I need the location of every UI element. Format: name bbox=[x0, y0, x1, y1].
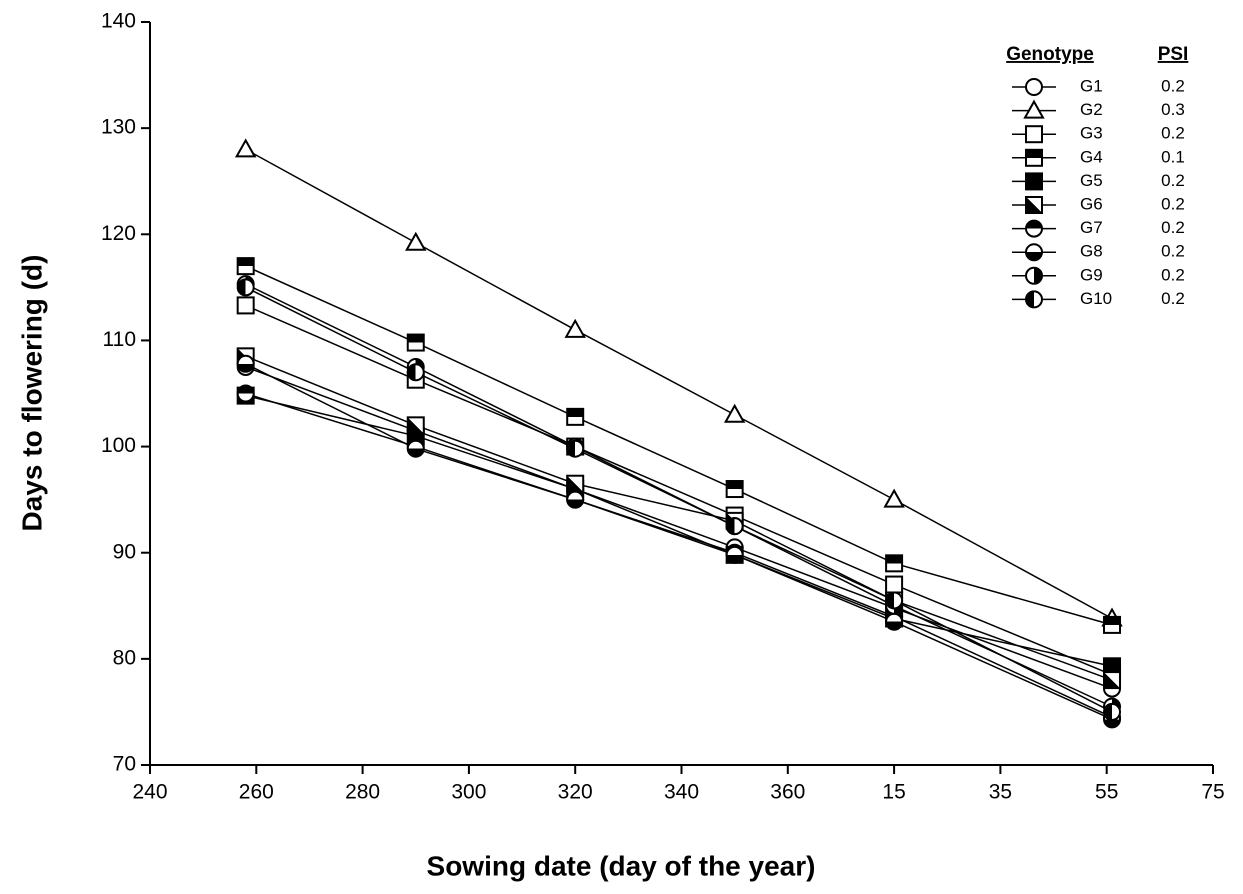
legend-marker bbox=[1025, 219, 1043, 238]
legend-marker bbox=[1025, 78, 1043, 96]
legend-value: 0.2 bbox=[1161, 76, 1185, 95]
marker bbox=[725, 480, 744, 499]
legend-value: 0.2 bbox=[1161, 194, 1185, 213]
series-line bbox=[245, 392, 1113, 718]
legend-label: G6 bbox=[1080, 194, 1103, 213]
series-line bbox=[245, 265, 1113, 626]
legend-title: Genotype bbox=[1006, 44, 1094, 65]
legend-marker bbox=[1025, 148, 1043, 167]
legend-marker bbox=[1025, 172, 1043, 191]
series-line bbox=[245, 283, 1113, 708]
x-tick-label: 300 bbox=[451, 781, 486, 804]
series-line bbox=[245, 148, 1113, 620]
marker bbox=[566, 474, 585, 493]
legend-value: 0.1 bbox=[1161, 147, 1185, 166]
series-line bbox=[245, 286, 1113, 713]
legend-label: G10 bbox=[1080, 289, 1112, 308]
legend-label: G1 bbox=[1080, 76, 1103, 95]
marker bbox=[406, 333, 425, 352]
marker bbox=[406, 363, 425, 382]
x-tick-label: 15 bbox=[882, 781, 905, 804]
marker bbox=[885, 575, 904, 594]
marker bbox=[1103, 702, 1122, 721]
marker bbox=[234, 138, 257, 158]
x-tick-label: 360 bbox=[770, 781, 805, 804]
x-tick-label: 280 bbox=[345, 781, 380, 804]
x-axis-title: Sowing date (day of the year) bbox=[427, 850, 816, 881]
y-tick-label: 140 bbox=[101, 10, 136, 33]
marker bbox=[883, 488, 905, 508]
series-line bbox=[245, 363, 1113, 721]
y-axis-title: Days to flowering (d) bbox=[16, 255, 47, 532]
marker bbox=[406, 416, 425, 435]
marker bbox=[236, 384, 255, 403]
series-line bbox=[245, 366, 1113, 690]
marker bbox=[725, 517, 744, 536]
legend-value: 0.3 bbox=[1161, 100, 1185, 119]
x-tick-label: 35 bbox=[989, 781, 1012, 804]
legend-marker bbox=[1025, 125, 1043, 144]
y-tick-label: 70 bbox=[113, 753, 136, 776]
y-tick-label: 90 bbox=[113, 540, 136, 563]
marker bbox=[1103, 615, 1122, 634]
y-tick-label: 110 bbox=[103, 328, 136, 351]
legend-label: G7 bbox=[1080, 218, 1103, 237]
legend-label: G9 bbox=[1080, 265, 1103, 284]
marker bbox=[885, 591, 904, 610]
marker bbox=[564, 318, 586, 338]
legend-marker bbox=[1025, 196, 1043, 214]
legend-label: G5 bbox=[1080, 171, 1103, 190]
x-tick-label: 55 bbox=[1095, 781, 1118, 804]
marker bbox=[236, 278, 255, 297]
series-line bbox=[245, 304, 1113, 676]
x-tick-label: 320 bbox=[558, 781, 593, 804]
y-tick-label: 120 bbox=[101, 222, 136, 245]
legend-marker bbox=[1023, 99, 1045, 119]
marker bbox=[405, 231, 427, 251]
series-line bbox=[245, 394, 1113, 668]
legend-value: 0.2 bbox=[1161, 265, 1185, 284]
legend-marker bbox=[1025, 290, 1043, 309]
legend-marker bbox=[1025, 243, 1043, 262]
legend-value-title: PSI bbox=[1158, 44, 1189, 65]
y-tick-label: 100 bbox=[101, 434, 136, 457]
marker bbox=[406, 439, 425, 458]
legend-label: G8 bbox=[1080, 242, 1103, 261]
marker bbox=[725, 545, 744, 564]
legend-label: G4 bbox=[1080, 147, 1103, 166]
marker bbox=[236, 296, 255, 315]
legend-marker bbox=[1025, 266, 1043, 285]
marker bbox=[236, 354, 255, 373]
marker bbox=[1103, 671, 1122, 690]
legend-value: 0.2 bbox=[1161, 124, 1185, 143]
x-tick-label: 240 bbox=[132, 781, 167, 804]
marker bbox=[885, 554, 904, 573]
legend-label: G2 bbox=[1080, 100, 1103, 119]
marker bbox=[566, 490, 585, 509]
legend-value: 0.2 bbox=[1161, 218, 1185, 237]
marker bbox=[885, 612, 904, 631]
x-tick-label: 75 bbox=[1201, 781, 1224, 804]
marker bbox=[566, 407, 585, 426]
x-tick-label: 340 bbox=[664, 781, 699, 804]
series-line bbox=[245, 355, 1113, 681]
y-tick-label: 80 bbox=[113, 646, 136, 669]
marker bbox=[723, 403, 746, 423]
legend-value: 0.2 bbox=[1161, 242, 1185, 261]
legend-label: G3 bbox=[1080, 124, 1103, 143]
legend-value: 0.2 bbox=[1161, 171, 1185, 190]
marker bbox=[236, 257, 255, 276]
x-tick-label: 260 bbox=[239, 781, 274, 804]
legend-value: 0.2 bbox=[1161, 289, 1185, 308]
marker bbox=[566, 439, 585, 458]
y-tick-label: 130 bbox=[101, 116, 136, 139]
